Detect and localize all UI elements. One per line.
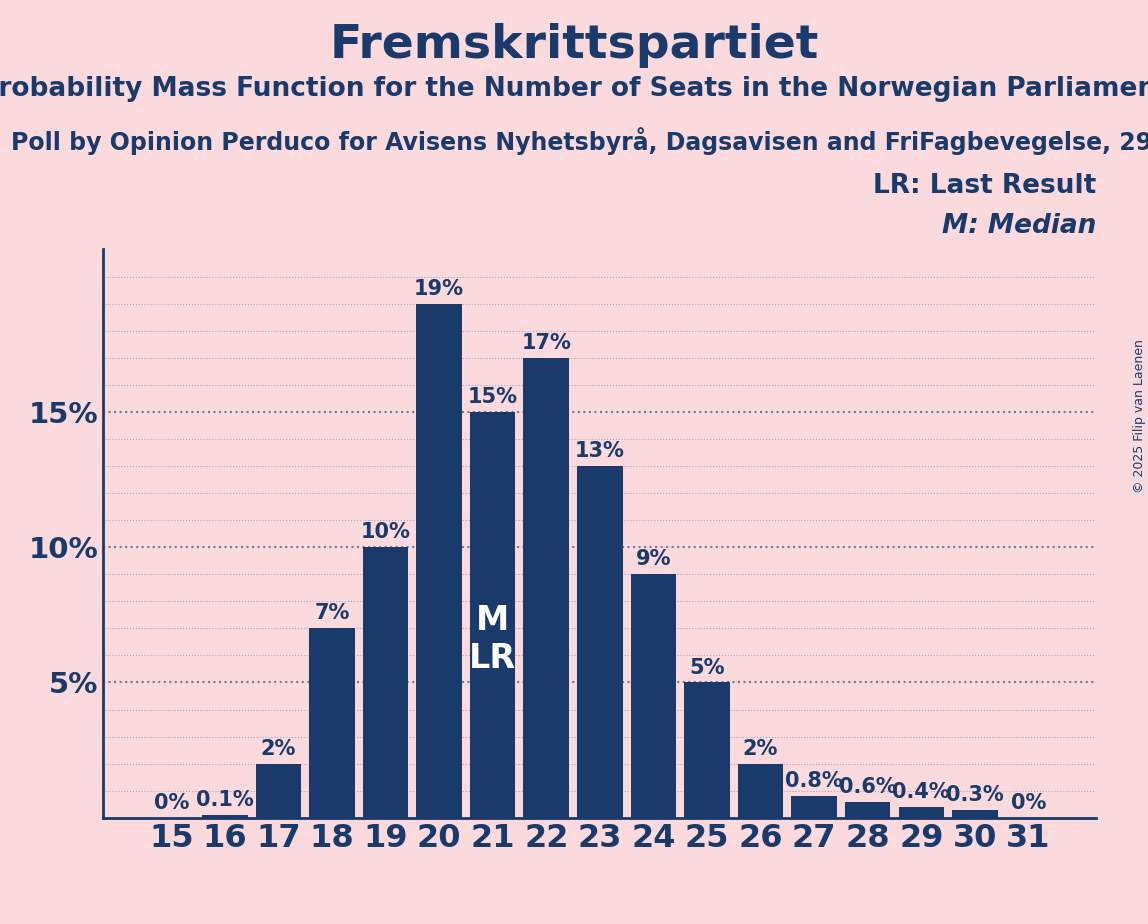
Text: 2%: 2% [743, 739, 778, 759]
Bar [791, 796, 837, 818]
Text: M
LR: M LR [470, 603, 517, 675]
Text: 10%: 10% [360, 522, 411, 542]
Text: LR: Last Result: LR: Last Result [874, 173, 1096, 199]
Text: Fremskrittspartiet: Fremskrittspartiet [329, 23, 819, 68]
Bar [202, 815, 248, 818]
Bar [417, 304, 461, 818]
Bar [256, 763, 301, 818]
Text: M: Median: M: Median [943, 213, 1096, 238]
Text: 0.4%: 0.4% [892, 782, 951, 802]
Text: 2%: 2% [261, 739, 296, 759]
Text: 5%: 5% [689, 658, 724, 677]
Text: 9%: 9% [636, 550, 672, 569]
Bar [363, 547, 409, 818]
Bar [470, 412, 515, 818]
Text: 0.1%: 0.1% [196, 790, 254, 810]
Text: Probability Mass Function for the Number of Seats in the Norwegian Parliament: Probability Mass Function for the Number… [0, 76, 1148, 102]
Text: 15%: 15% [467, 387, 518, 407]
Bar [577, 466, 622, 818]
Bar [630, 574, 676, 818]
Bar [523, 358, 569, 818]
Text: 0%: 0% [154, 793, 189, 813]
Text: 19%: 19% [414, 279, 464, 298]
Text: 0.3%: 0.3% [946, 784, 1003, 805]
Bar [684, 683, 730, 818]
Bar [845, 801, 891, 818]
Text: 17%: 17% [521, 333, 572, 353]
Text: © 2025 Filip van Laenen: © 2025 Filip van Laenen [1133, 339, 1147, 492]
Text: 7%: 7% [315, 603, 350, 624]
Text: 0.8%: 0.8% [785, 772, 843, 791]
Bar [738, 763, 783, 818]
Bar [952, 809, 998, 818]
Bar [309, 628, 355, 818]
Text: 13%: 13% [575, 441, 625, 461]
Text: 0.6%: 0.6% [839, 777, 897, 796]
Text: 0%: 0% [1010, 793, 1046, 813]
Bar [899, 807, 944, 818]
Text: Poll by Opinion Perduco for Avisens Nyhetsbyrå, Dagsavisen and FriFagbevegelse, : Poll by Opinion Perduco for Avisens Nyhe… [11, 128, 1148, 155]
